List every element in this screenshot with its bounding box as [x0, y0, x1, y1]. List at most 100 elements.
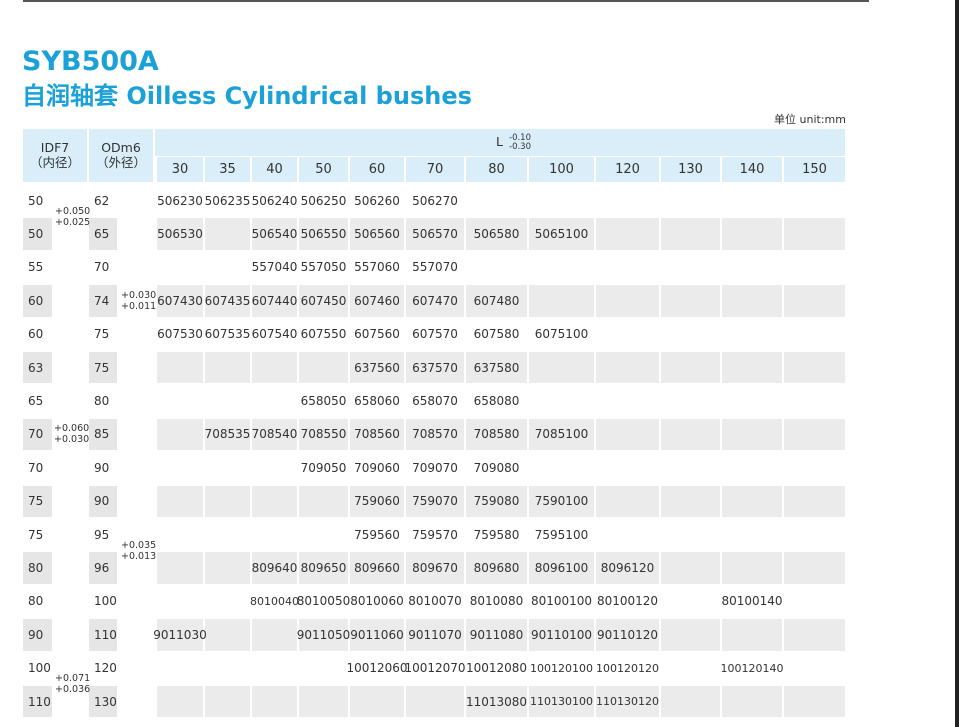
part-number: 100120100 [530, 661, 593, 675]
part-number: 557050 [300, 260, 347, 275]
id-value: 75 [28, 494, 44, 509]
od-value: 85 [94, 427, 110, 442]
length-column-header: 30 [171, 162, 189, 177]
part-number: 506270 [412, 193, 458, 208]
row-bg-cell [529, 218, 594, 250]
row-bg-cell [406, 285, 464, 317]
od-header: ODm6 （外径） [89, 139, 153, 171]
length-tolerance-lower: -0.30 [509, 142, 531, 152]
part-number: 759060 [354, 494, 400, 509]
row-bg-cell [406, 418, 464, 451]
row-bg-id [23, 485, 52, 517]
row-bg-cell [596, 352, 659, 384]
row-bg-cell [529, 352, 594, 384]
row-bg-id [23, 619, 52, 651]
part-number: 9011080 [469, 627, 524, 642]
length-column-header: 80 [488, 162, 505, 177]
header-bg-length-col [784, 157, 845, 182]
row-bg-od [89, 352, 117, 384]
part-number: 110130100 [530, 695, 593, 709]
id-value: 65 [28, 394, 44, 409]
row-bg-cell [252, 352, 297, 384]
row-bg-cell [299, 686, 348, 718]
row-bg-cell [205, 418, 250, 451]
part-number: 759080 [473, 494, 520, 509]
row-bg-cell [350, 285, 404, 317]
od-value: 80 [94, 394, 110, 409]
part-number: 557040 [251, 260, 298, 275]
row-bg-cell [252, 418, 297, 451]
part-number: 607450 [300, 293, 347, 308]
row-bg-cell [406, 686, 464, 718]
part-number: 607440 [251, 293, 298, 308]
part-number: 90110100 [530, 627, 593, 642]
row-bg-cell [784, 218, 845, 250]
row-bg-cell [596, 418, 659, 451]
id-value: 75 [28, 527, 44, 542]
row-bg-cell [252, 619, 297, 651]
od-tolerance-lower: +0.013 [121, 551, 157, 562]
header-bg-length-col [205, 157, 250, 182]
id-value: 80 [28, 594, 44, 609]
part-number: 11013080 [465, 694, 528, 709]
row-bg-cell [157, 552, 203, 584]
part-number: 637580 [473, 360, 520, 375]
part-number: 506530 [157, 227, 203, 242]
od-value: 70 [94, 260, 110, 275]
row-bg-od [89, 485, 117, 517]
row-bg-cell [406, 552, 464, 584]
row-bg-cell [722, 285, 782, 317]
row-bg-cell [596, 619, 659, 651]
page-title: SYB500A [22, 46, 159, 77]
row-bg-cell [299, 418, 348, 451]
part-number: 607480 [473, 293, 520, 308]
length-column-header: 50 [315, 162, 332, 177]
part-number: 708570 [412, 427, 458, 442]
id-value: 60 [28, 327, 44, 342]
part-number: 7590100 [534, 494, 589, 509]
part-number: 10012060 [346, 661, 408, 676]
part-number: 759560 [354, 527, 400, 542]
row-bg-cell [784, 552, 845, 584]
part-number: 658070 [412, 394, 458, 409]
od-tolerance-lower: +0.011 [121, 301, 157, 312]
part-number: 506570 [412, 227, 458, 242]
header-bg-length-col [661, 157, 720, 182]
row-bg-cell [466, 418, 527, 451]
part-number: 9011060 [350, 627, 404, 642]
od-tolerance-upper: +0.030 [121, 290, 157, 301]
row-bg-cell [299, 619, 348, 651]
row-bg-cell [596, 218, 659, 250]
row-bg-cell [661, 418, 720, 451]
part-number: 607470 [412, 293, 458, 308]
part-number: 6075100 [534, 327, 589, 342]
part-number: 637560 [354, 360, 400, 375]
row-bg-cell [157, 285, 203, 317]
od-value: 62 [94, 193, 110, 208]
part-number: 557060 [354, 260, 400, 275]
row-bg-cell [661, 686, 720, 718]
row-bg-cell [157, 686, 203, 718]
part-number: 607430 [157, 293, 203, 308]
header-bg-length-col [596, 157, 659, 182]
header-bg-length-col [466, 157, 527, 182]
part-number: 607550 [300, 327, 347, 342]
part-number: 607460 [354, 293, 400, 308]
row-bg-cell [529, 285, 594, 317]
row-bg-cell [661, 485, 720, 517]
row-bg-cell [784, 352, 845, 384]
row-bg-cell [596, 552, 659, 584]
id-value: 60 [28, 293, 44, 308]
part-number: 809660 [354, 561, 400, 576]
part-number: 8010050 [296, 594, 351, 609]
row-bg-cell [661, 619, 720, 651]
row-bg-id [23, 285, 52, 317]
part-number: 809670 [412, 561, 458, 576]
row-bg-cell [205, 619, 250, 651]
part-number: 708550 [300, 427, 347, 442]
row-bg-cell [466, 619, 527, 651]
row-bg-cell [722, 218, 782, 250]
row-bg-cell [784, 686, 845, 718]
header-bg-length-col [722, 157, 782, 182]
id-value: 70 [28, 460, 44, 475]
